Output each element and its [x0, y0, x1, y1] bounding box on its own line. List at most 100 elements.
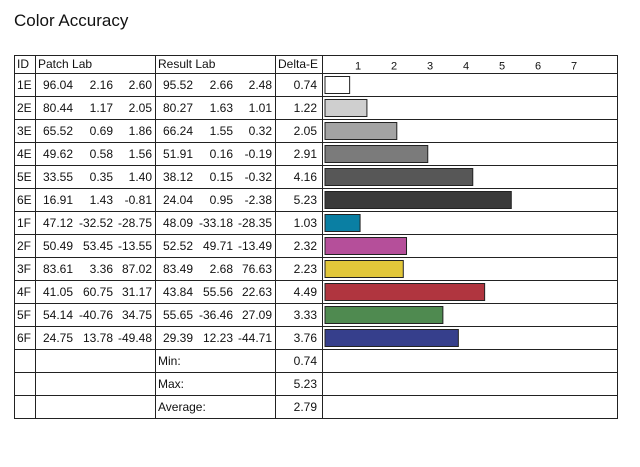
patch-lab-cell: 83.61 3.36 87.02: [35, 257, 156, 281]
patch-lab-value: -13.55: [117, 239, 152, 253]
delta-e-value: 0.74: [275, 73, 323, 97]
bar-2e: [324, 99, 368, 117]
patch-lab-cell: 54.14 -40.76 34.75: [35, 303, 156, 327]
bar-3f: [324, 260, 404, 278]
header-patch-lab: Patch Lab: [35, 55, 156, 74]
result-lab-cell: 51.91 0.16 -0.19: [155, 142, 276, 166]
result-lab-value: 76.63: [241, 262, 272, 276]
x-tick-label: 1: [355, 61, 361, 73]
result-lab-cell: 66.24 1.55 0.32: [155, 119, 276, 143]
header-id: ID: [14, 55, 36, 74]
result-lab-cell: 43.84 55.56 22.63: [155, 280, 276, 304]
patch-lab-value: 0.35: [89, 170, 113, 184]
result-lab-cell: 95.52 2.66 2.48: [155, 73, 276, 97]
row-id: 3E: [14, 119, 36, 143]
bar-2f: [324, 237, 408, 255]
row-id: 4F: [14, 280, 36, 304]
patch-lab-value: 54.14: [42, 308, 73, 322]
x-tick-label: 5: [499, 61, 505, 73]
row-id: 1F: [14, 211, 36, 235]
delta-e-value: 2.23: [275, 257, 323, 281]
result-lab-cell: 29.39 12.23 -44.71: [155, 326, 276, 350]
result-lab-value: 12.23: [202, 331, 233, 345]
patch-lab-value: 87.02: [121, 262, 152, 276]
bar-6f: [324, 329, 459, 347]
result-lab-cell: 24.04 0.95 -2.38: [155, 188, 276, 212]
summary-label: Min:: [155, 349, 276, 373]
empty-cell: [14, 395, 36, 419]
header-delta-e: Delta-E: [275, 55, 323, 74]
result-lab-cell: 80.27 1.63 1.01: [155, 96, 276, 120]
result-lab-value: 1.55: [209, 124, 233, 138]
result-lab-value: 52.52: [162, 239, 193, 253]
patch-lab-value: -40.76: [78, 308, 113, 322]
result-lab-value: -28.35: [237, 216, 272, 230]
patch-lab-value: -28.75: [117, 216, 152, 230]
result-lab-cell: 83.49 2.68 76.63: [155, 257, 276, 281]
row-id: 6F: [14, 326, 36, 350]
result-lab-cell: 55.65 -36.46 27.09: [155, 303, 276, 327]
table-row: 1E 96.04 2.16 2.60 95.52 2.66 2.48 0.74: [14, 73, 618, 97]
row-id: 3F: [14, 257, 36, 281]
summary-value: 5.23: [275, 372, 323, 396]
result-lab-value: 38.12: [162, 170, 193, 184]
bar-cell: [322, 96, 618, 120]
bar-3e: [324, 122, 398, 140]
patch-lab-cell: 65.52 0.69 1.86: [35, 119, 156, 143]
result-lab-value: 83.49: [162, 262, 193, 276]
patch-lab-value: 65.52: [42, 124, 73, 138]
x-tick-label: 6: [535, 61, 541, 73]
patch-lab-cell: 41.05 60.75 31.17: [35, 280, 156, 304]
delta-e-value: 2.05: [275, 119, 323, 143]
patch-lab-value: 24.75: [42, 331, 73, 345]
patch-lab-value: 1.17: [89, 101, 113, 115]
result-lab-value: 80.27: [162, 101, 193, 115]
chart-title: Color Accuracy: [14, 11, 129, 30]
patch-lab-cell: 47.12 -32.52 -28.75: [35, 211, 156, 235]
result-lab-value: -0.19: [244, 147, 272, 161]
result-lab-value: 48.09: [162, 216, 193, 230]
patch-lab-value: 33.55: [42, 170, 73, 184]
result-lab-value: 29.39: [162, 331, 193, 345]
patch-lab-value: 34.75: [121, 308, 152, 322]
result-lab-value: -33.18: [198, 216, 233, 230]
patch-lab-value: -0.81: [124, 193, 152, 207]
result-lab-value: 27.09: [241, 308, 272, 322]
result-lab-value: 0.32: [248, 124, 272, 138]
patch-lab-value: 13.78: [82, 331, 113, 345]
result-lab-value: -0.32: [244, 170, 272, 184]
result-lab-value: 0.15: [209, 170, 233, 184]
patch-lab-value: 2.05: [128, 101, 152, 115]
summary-row: Average: 2.79: [14, 395, 618, 419]
result-lab-cell: 48.09 -33.18 -28.35: [155, 211, 276, 235]
delta-e-value: 1.22: [275, 96, 323, 120]
empty-cell: [322, 395, 618, 419]
delta-e-value: 4.49: [275, 280, 323, 304]
patch-lab-value: 49.62: [42, 147, 73, 161]
x-tick-label: 3: [427, 61, 433, 73]
patch-lab-cell: 24.75 13.78 -49.48: [35, 326, 156, 350]
patch-lab-value: 53.45: [82, 239, 113, 253]
result-lab-value: -44.71: [237, 331, 272, 345]
patch-lab-cell: 49.62 0.58 1.56: [35, 142, 156, 166]
result-lab-value: -13.49: [237, 239, 272, 253]
empty-cell: [35, 395, 156, 419]
result-lab-value: 2.48: [248, 78, 272, 92]
patch-lab-cell: 80.44 1.17 2.05: [35, 96, 156, 120]
result-lab-value: 66.24: [162, 124, 193, 138]
patch-lab-value: -32.52: [78, 216, 113, 230]
delta-e-value: 3.33: [275, 303, 323, 327]
summary-label: Average:: [155, 395, 276, 419]
summary-label: Max:: [155, 372, 276, 396]
result-lab-value: 95.52: [162, 78, 193, 92]
result-lab-value: 24.04: [162, 193, 193, 207]
patch-lab-value: 50.49: [42, 239, 73, 253]
result-lab-value: 43.84: [162, 285, 193, 299]
delta-e-value: 3.76: [275, 326, 323, 350]
row-id: 5E: [14, 165, 36, 189]
result-lab-value: 0.16: [209, 147, 233, 161]
result-lab-cell: 38.12 0.15 -0.32: [155, 165, 276, 189]
result-lab-value: 2.66: [209, 78, 233, 92]
patch-lab-value: 0.69: [89, 124, 113, 138]
delta-e-value: 1.03: [275, 211, 323, 235]
